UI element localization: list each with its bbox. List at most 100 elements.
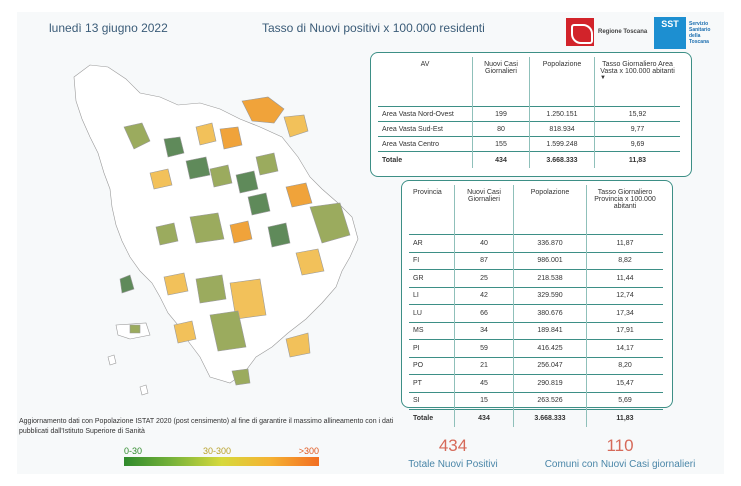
area-vasta-table: AV Nuovi Casi Giornalieri Popolazione Ta…: [378, 57, 680, 168]
map-municipality[interactable]: [285, 182, 313, 208]
cell: FI: [409, 251, 455, 270]
table-row[interactable]: FI 87 986.001 8,82: [409, 251, 663, 270]
map-municipality[interactable]: [163, 272, 189, 296]
cell: 1.599.248: [529, 136, 595, 152]
cell: 34: [454, 321, 514, 340]
map-municipality[interactable]: [173, 320, 197, 344]
cell: 42: [454, 286, 514, 305]
pv-col-header[interactable]: Popolazione: [513, 185, 587, 235]
cell: 25: [454, 269, 514, 287]
map-municipality[interactable]: [235, 170, 259, 194]
cell: 189.841: [513, 321, 587, 340]
map-municipality[interactable]: [247, 192, 271, 216]
map-municipality[interactable]: [195, 274, 227, 304]
map-municipality[interactable]: [231, 368, 251, 386]
kpi-label: Totale Nuovi Positivi: [408, 459, 498, 470]
provincia-table-card: Provincia Nuovi Casi Giornalieri Popolaz…: [401, 180, 673, 427]
provincia-table: Provincia Nuovi Casi Giornalieri Popolaz…: [409, 185, 663, 427]
cell: MS: [409, 321, 455, 340]
cell: 80: [472, 121, 530, 137]
cell: 263.526: [513, 391, 587, 410]
report-date: lunedì 13 giugno 2022: [49, 21, 168, 35]
cell: PO: [409, 356, 455, 375]
map-municipality[interactable]: [209, 164, 233, 188]
cell: GR: [409, 269, 455, 287]
cell: PT: [409, 374, 455, 392]
map-municipality[interactable]: [229, 278, 267, 320]
av-col-header[interactable]: Nuovi Casi Giornalieri: [472, 57, 530, 107]
cell: SI: [409, 391, 455, 410]
legend-high-label: >300: [298, 446, 319, 456]
map-municipality[interactable]: [189, 212, 225, 244]
map-municipality[interactable]: [185, 156, 211, 180]
cell: 434: [454, 409, 514, 427]
table-row[interactable]: SI 15 263.526 5,69: [409, 391, 663, 410]
map-municipality[interactable]: [209, 310, 247, 352]
sort-down-icon[interactable]: ▼: [600, 75, 606, 81]
table-row[interactable]: Area Vasta Sud-Est 80 818.934 9,77: [378, 121, 680, 137]
table-row[interactable]: PT 45 290.819 15,47: [409, 374, 663, 392]
map-municipality[interactable]: [123, 122, 151, 150]
map-municipality[interactable]: [195, 122, 217, 146]
map-municipality[interactable]: [229, 220, 253, 244]
pv-col-header[interactable]: Provincia: [409, 185, 455, 235]
sst-label: Servizio Sanitario della Toscana: [689, 21, 711, 45]
regione-toscana-logo: Regione Toscana: [566, 18, 652, 46]
tuscany-municipalities-map[interactable]: [60, 57, 380, 407]
av-col-header[interactable]: Popolazione: [529, 57, 595, 107]
cell: Area Vasta Nord-Ovest: [378, 106, 473, 122]
map-municipality[interactable]: [119, 274, 135, 294]
kpi-value: 110: [606, 436, 634, 455]
cell: 87: [454, 251, 514, 270]
cell: 3.668.333: [529, 151, 595, 168]
cell: 14,17: [586, 339, 663, 357]
table-total-row: Totale 434 3.668.333 11,83: [378, 151, 680, 168]
pv-col-header[interactable]: Nuovi Casi Giornalieri: [454, 185, 514, 235]
map-municipality[interactable]: [219, 126, 243, 150]
cell: 256.047: [513, 356, 587, 375]
table-row[interactable]: PI 59 416.425 14,17: [409, 339, 663, 357]
cell: 8,82: [586, 251, 663, 270]
map-island[interactable]: [139, 384, 149, 396]
legend-mid-label: 30-300: [203, 446, 232, 456]
map-municipality[interactable]: [309, 202, 351, 244]
map-municipality[interactable]: [155, 222, 179, 246]
legend-gradient-bar: [124, 457, 319, 466]
pv-col-header[interactable]: Tasso Giornaliero Provincia x 100.000 ab…: [594, 189, 656, 210]
table-row[interactable]: LI 42 329.590 12,74: [409, 286, 663, 305]
table-row[interactable]: Area Vasta Centro 155 1.599.248 9,69: [378, 136, 680, 152]
map-municipality[interactable]: [285, 332, 311, 358]
map-municipality[interactable]: [255, 152, 279, 176]
sst-logo: SST Servizio Sanitario della Toscana: [654, 15, 720, 51]
map-municipality[interactable]: [267, 222, 291, 248]
cell: 3.668.333: [513, 409, 587, 427]
map-island[interactable]: [107, 354, 117, 366]
map-municipality[interactable]: [241, 96, 285, 124]
cell: 17,34: [586, 304, 663, 322]
map-municipality[interactable]: [283, 114, 309, 138]
regione-toscana-label: Regione Toscana: [598, 29, 648, 35]
cell: 5,69: [586, 391, 663, 410]
cell: 66: [454, 304, 514, 322]
cell: AR: [409, 234, 455, 252]
table-row[interactable]: PO 21 256.047 8,20: [409, 356, 663, 375]
cell: 199: [472, 106, 530, 122]
av-col-header[interactable]: Tasso Giornaliero Area Vasta x 100.000 a…: [595, 57, 681, 107]
cell: 434: [472, 151, 530, 168]
map-municipality[interactable]: [295, 248, 325, 276]
table-row[interactable]: AR 40 336.870 11,87: [409, 234, 663, 252]
table-row[interactable]: LU 66 380.676 17,34: [409, 304, 663, 322]
cell: 45: [454, 374, 514, 392]
map-municipality[interactable]: [163, 136, 185, 158]
table-row[interactable]: MS 34 189.841 17,91: [409, 321, 663, 340]
table-row[interactable]: Area Vasta Nord-Ovest 199 1.250.151 15,9…: [378, 106, 680, 122]
cell: 1.250.151: [529, 106, 595, 122]
area-vasta-table-card: AV Nuovi Casi Giornalieri Popolazione Ta…: [370, 52, 692, 177]
av-col-header[interactable]: AV: [378, 57, 473, 107]
map-island[interactable]: [129, 324, 141, 334]
map-municipality[interactable]: [149, 168, 173, 190]
cell: 59: [454, 339, 514, 357]
cell: 11,87: [586, 234, 663, 252]
cell: 11,44: [586, 269, 663, 287]
table-row[interactable]: GR 25 218.538 11,44: [409, 269, 663, 287]
